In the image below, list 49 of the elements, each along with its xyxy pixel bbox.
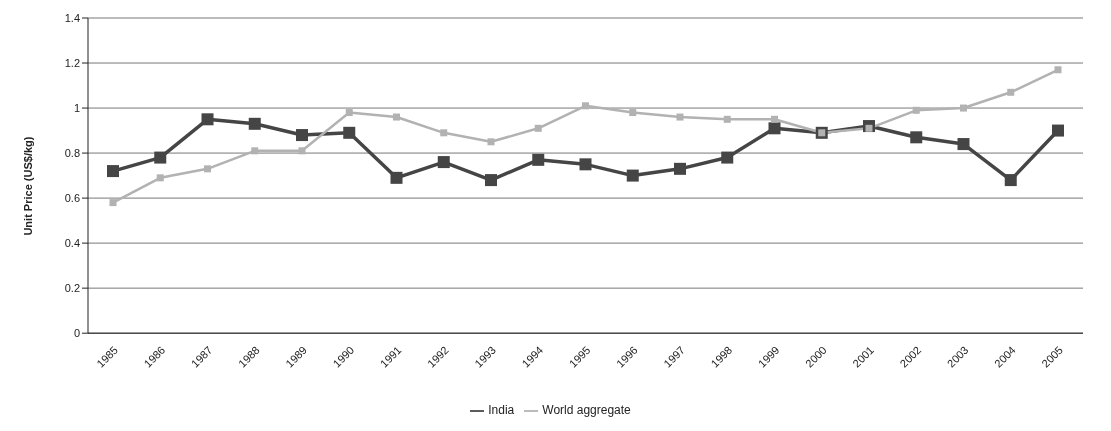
y-tick-label: 1 [73,101,80,114]
point [296,129,308,142]
point [957,138,970,151]
point [156,174,164,182]
y-tick-label: 0.2 [64,282,80,295]
point [437,156,450,169]
point [345,109,353,117]
point [1052,124,1064,137]
point [910,131,923,144]
point [582,102,589,110]
point [204,165,211,173]
point [154,151,167,164]
point [1054,66,1062,74]
point [768,122,781,135]
point [771,115,778,123]
point [629,109,637,117]
point [723,115,731,123]
point [440,129,448,137]
point [676,113,684,121]
point [960,104,967,112]
point [248,117,261,130]
point [626,169,639,182]
point [532,153,545,166]
point [912,106,920,114]
point [201,113,214,126]
point [1004,174,1017,187]
point [579,158,592,171]
point [343,126,356,139]
y-tick-label: 1.4 [64,11,80,24]
point [390,171,403,184]
point [1007,88,1015,96]
legend-label: World aggregate [542,403,631,418]
y-tick-label: 0.8 [64,146,80,159]
point [109,199,117,207]
y-tick-label: 0.6 [64,192,80,204]
y-axis-title: Unit Price (US$/kg) [21,136,34,236]
point [534,124,542,132]
point [393,113,400,121]
y-tick-label: 1.2 [64,56,80,69]
y-tick-label: 0 [73,327,80,340]
y-tick-label: 0.4 [64,237,80,250]
point [674,162,686,175]
point [251,147,259,155]
point [298,147,306,155]
point [487,138,495,146]
point [107,165,119,178]
point [485,174,497,187]
point [721,151,734,164]
legend-label: India [488,403,515,418]
